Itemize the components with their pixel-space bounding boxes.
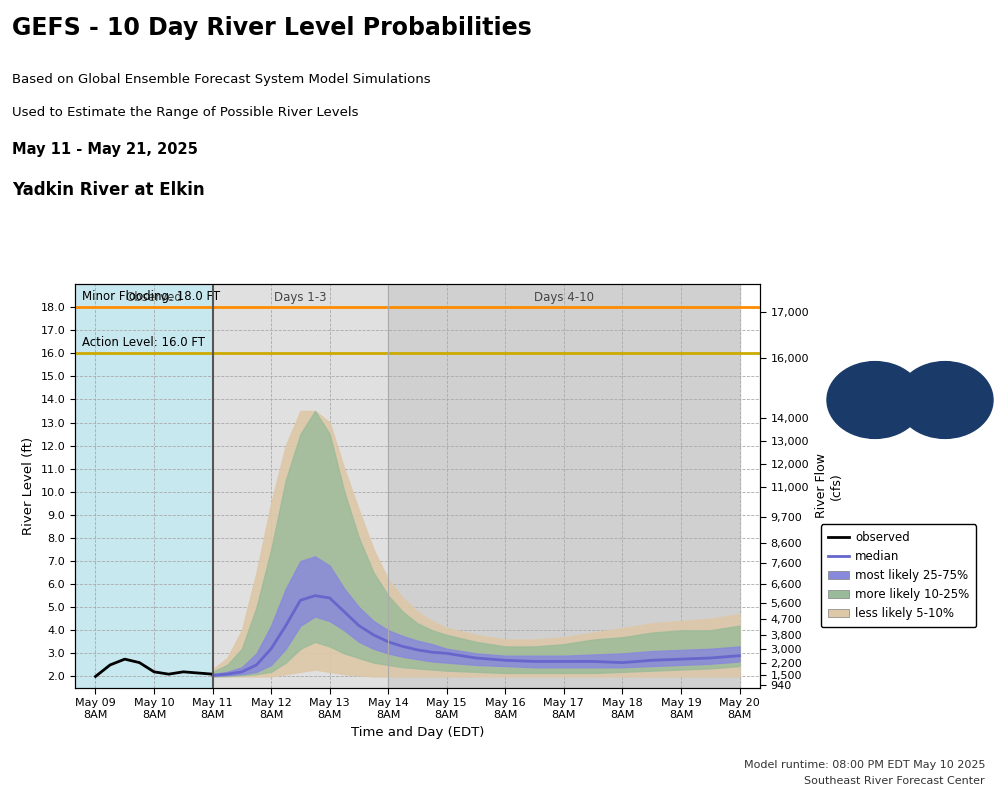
Y-axis label: River Flow
(cfs): River Flow (cfs) [815, 454, 843, 518]
Text: Based on Global Ensemble Forecast System Model Simulations: Based on Global Ensemble Forecast System… [12, 74, 431, 86]
Text: Southeast River Forecast Center: Southeast River Forecast Center [804, 776, 985, 786]
Bar [388, 284, 740, 688]
Text: May 11 - May 21, 2025: May 11 - May 21, 2025 [12, 142, 198, 157]
Text: Used to Estimate the Range of Possible River Levels: Used to Estimate the Range of Possible R… [12, 106, 358, 119]
Text: Days 4-10: Days 4-10 [534, 291, 594, 304]
Text: Yadkin River at Elkin: Yadkin River at Elkin [12, 181, 205, 198]
Bar [213, 284, 388, 688]
Text: Action Level: 16.0 FT: Action Level: 16.0 FT [82, 336, 205, 349]
Legend: observed, median, most likely 25-75%, more likely 10-25%, less likely 5-10%: observed, median, most likely 25-75%, mo… [821, 524, 976, 627]
Text: Days 1-3: Days 1-3 [274, 291, 327, 304]
Text: Model runtime: 08:00 PM EDT May 10 2025: Model runtime: 08:00 PM EDT May 10 2025 [744, 760, 985, 770]
Y-axis label: River Level (ft): River Level (ft) [22, 437, 35, 535]
Text: NWS: NWS [935, 63, 955, 73]
Text: Minor Flooding: 18.0 FT: Minor Flooding: 18.0 FT [82, 290, 220, 303]
Text: GEFS - 10 Day River Level Probabilities: GEFS - 10 Day River Level Probabilities [12, 16, 532, 40]
Bar [66, 284, 213, 688]
Text: NOAA: NOAA [863, 63, 887, 73]
X-axis label: Time and Day (EDT): Time and Day (EDT) [351, 726, 484, 738]
Text: Observed: Observed [126, 291, 182, 304]
